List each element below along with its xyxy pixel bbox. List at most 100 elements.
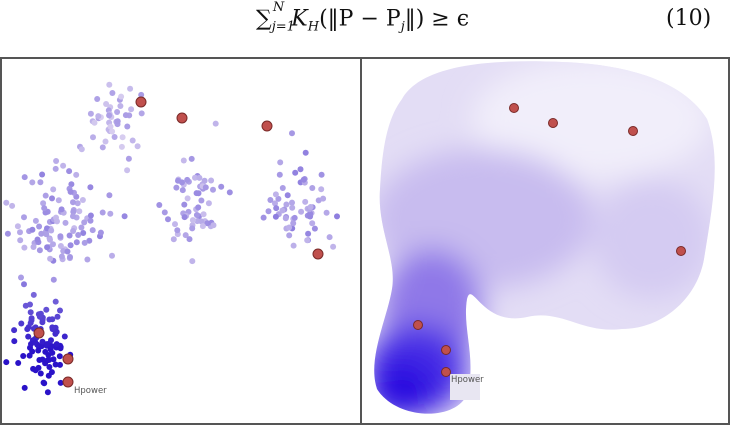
scatter-point	[87, 212, 94, 219]
scatter-point	[11, 338, 18, 345]
scatter-point	[11, 327, 18, 334]
scatter-point	[103, 101, 110, 107]
scatter-point	[200, 211, 207, 218]
scatter-point	[99, 209, 106, 216]
scatter-point	[198, 197, 205, 204]
scatter-point	[22, 302, 29, 309]
density-region	[374, 61, 715, 414]
scatter-point	[210, 186, 216, 193]
scatter-point	[302, 198, 309, 205]
scatter-point	[49, 324, 56, 331]
scatter-point	[226, 189, 233, 196]
scatter-point	[305, 230, 312, 237]
scatter-point	[99, 144, 106, 151]
scatter-point	[86, 237, 93, 244]
scatter-point	[193, 190, 200, 197]
scatter-point	[304, 237, 311, 244]
scatter-point	[121, 213, 128, 220]
scatter-point	[119, 134, 126, 141]
scatter-point	[182, 232, 189, 239]
scatter-point	[58, 253, 65, 260]
scatter-point	[300, 176, 307, 183]
scatter-point	[289, 130, 295, 137]
highlighted-point	[548, 118, 558, 128]
hpower-label: Hpower	[74, 386, 107, 396]
scatter-point	[40, 200, 47, 207]
scatter-point	[210, 222, 217, 229]
scatter-point	[279, 207, 286, 214]
scatter-point	[179, 187, 186, 194]
scatter-point	[114, 109, 121, 115]
scatter-point	[89, 227, 96, 234]
scatter-point	[109, 128, 116, 135]
scatter-point	[52, 165, 59, 172]
scatter-point	[90, 134, 96, 141]
highlighted-point	[628, 126, 638, 136]
scatter-point	[34, 236, 41, 243]
scatter-points	[3, 81, 340, 396]
scatter-point	[94, 96, 101, 102]
scatter-point	[24, 326, 31, 333]
scatter-point	[47, 236, 53, 243]
scatter-point	[36, 312, 43, 319]
scatter-point	[21, 281, 27, 288]
scatter-point	[311, 225, 318, 232]
scatter-point	[87, 110, 94, 117]
scatter-point	[218, 183, 225, 190]
scatter-point	[18, 320, 25, 327]
scatter-point	[199, 223, 206, 230]
scatter-point	[95, 113, 102, 120]
highlighted-point	[135, 96, 147, 108]
scatter-point	[84, 256, 91, 263]
scatter-point	[87, 184, 94, 191]
kernel-argument: (‖P − P	[319, 6, 401, 32]
scatter-point	[73, 171, 80, 178]
scatter-point	[334, 213, 340, 220]
scatter-point	[286, 224, 293, 231]
scatter-point	[118, 93, 125, 100]
scatter-point	[117, 103, 124, 109]
scatter-point	[118, 143, 125, 150]
scatter-point	[97, 229, 104, 236]
highlighted-points	[413, 103, 686, 377]
scatter-point	[186, 236, 193, 243]
scatter-point	[54, 313, 61, 320]
scatter-point	[68, 181, 75, 188]
scatter-point	[50, 356, 57, 363]
scatter-point	[198, 218, 205, 225]
sum-upper-bound: N	[272, 0, 285, 15]
scatter-point	[15, 360, 22, 366]
equation-number: (10)	[666, 6, 712, 31]
scatter-point	[35, 347, 42, 354]
scatter-point	[202, 184, 209, 191]
scatter-point	[50, 276, 57, 283]
scatter-point	[189, 258, 196, 265]
scatter-point	[81, 239, 88, 246]
scatter-point	[37, 179, 44, 186]
scatter-point	[54, 218, 60, 225]
highlighted-point	[441, 367, 451, 377]
scatter-point	[29, 348, 36, 355]
scatter-point	[272, 213, 279, 220]
scatter-point	[289, 199, 295, 206]
scatter-point	[161, 209, 168, 216]
scatter-point	[42, 192, 49, 199]
scatter-point	[30, 244, 37, 250]
scatter-point	[57, 307, 63, 314]
scatter-point	[109, 252, 115, 259]
scatter-point	[42, 348, 49, 355]
scatter-point	[48, 369, 55, 376]
scatter-point	[43, 306, 50, 313]
scatter-point	[30, 291, 37, 298]
scatter-point	[48, 337, 54, 344]
scatter-point	[21, 174, 28, 181]
scatter-point	[128, 106, 135, 113]
scatter-point	[49, 349, 56, 356]
scatter-point	[165, 216, 171, 223]
scatter-point	[74, 200, 81, 207]
scatter-point	[61, 333, 68, 340]
equation-10: ∑j=1N KH(‖P − Pj‖) ≥ ϵ (10)	[0, 0, 730, 52]
density-map: Hpower	[374, 61, 715, 414]
scatter-point	[70, 199, 76, 206]
scatter-point	[20, 353, 27, 359]
